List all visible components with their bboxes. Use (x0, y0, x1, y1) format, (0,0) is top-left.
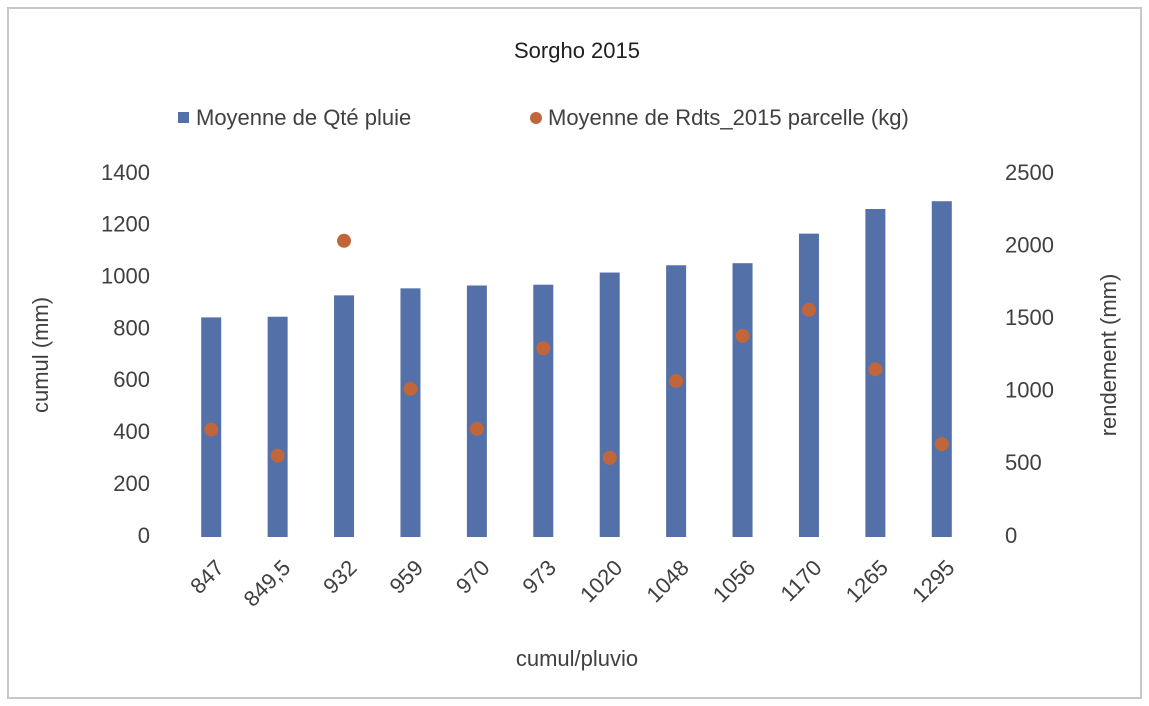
y-tick-label: 1200 (101, 212, 150, 237)
point (469, 421, 484, 436)
legend-label: Moyenne de Qté pluie (196, 105, 411, 130)
point (868, 362, 883, 377)
legend-swatch (530, 112, 542, 124)
y2-tick-label: 1000 (1005, 378, 1054, 403)
bar (400, 288, 421, 537)
bar (798, 233, 819, 537)
bar (599, 272, 620, 537)
y2-tick-label: 500 (1005, 450, 1042, 475)
x-axis-label: cumul/pluvio (516, 646, 638, 671)
y-tick-label: 600 (113, 367, 150, 392)
chart-title: Sorgho 2015 (514, 38, 640, 63)
point (204, 422, 219, 437)
legend-label: Moyenne de Rdts_2015 parcelle (kg) (548, 105, 909, 130)
y-tick-label: 800 (113, 315, 150, 340)
y2-axis-label: rendement (mm) (1096, 274, 1121, 437)
y-tick-label: 0 (138, 523, 150, 548)
chart-frame (7, 7, 1142, 699)
y-tick-label: 1000 (101, 264, 150, 289)
y-tick-label: 1400 (101, 160, 150, 185)
bar (931, 201, 952, 537)
point (536, 341, 551, 356)
bar (334, 295, 355, 537)
y-axis-label: cumul (mm) (28, 297, 53, 413)
y2-tick-label: 2500 (1005, 160, 1054, 185)
bar (466, 285, 487, 537)
y-tick-label: 200 (113, 471, 150, 496)
point (735, 328, 750, 343)
legend-swatch (178, 112, 189, 123)
point (337, 233, 352, 248)
bar (666, 265, 687, 537)
point (403, 381, 418, 396)
point (934, 437, 949, 452)
bar (267, 316, 288, 537)
y2-tick-label: 0 (1005, 523, 1017, 548)
point (270, 448, 285, 463)
y-tick-label: 400 (113, 419, 150, 444)
y2-tick-label: 1500 (1005, 305, 1054, 330)
y2-tick-label: 2000 (1005, 232, 1054, 257)
point (801, 302, 816, 317)
bar (732, 263, 753, 537)
bar (533, 284, 554, 537)
point (669, 373, 684, 388)
point (602, 450, 617, 465)
